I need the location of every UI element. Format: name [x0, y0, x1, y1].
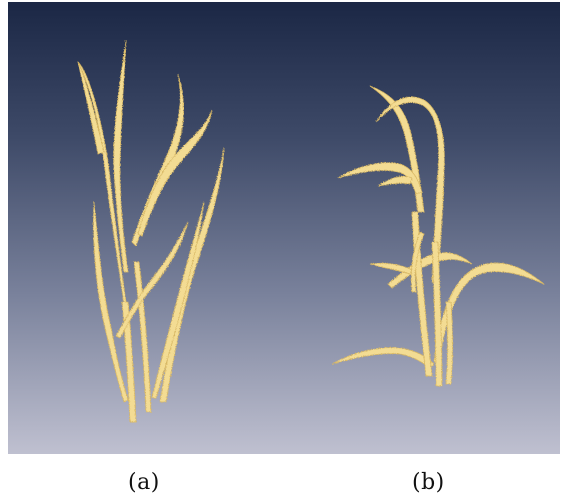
plant-b-leaf [369, 262, 413, 275]
plant-a-leaf [113, 39, 129, 273]
plant-renders [77, 39, 545, 423]
caption-b: (b) [412, 470, 445, 495]
caption-a: (a) [128, 470, 160, 495]
plant-a-leaf [137, 109, 213, 237]
plant-a-leaf [115, 221, 189, 339]
plant-b-leaf [369, 85, 425, 213]
plant-b-leaf [387, 252, 473, 289]
plant-a-leaf [131, 73, 184, 247]
plant-b-leaf [377, 176, 413, 187]
plant-a [77, 39, 225, 423]
plant-b-leaf [337, 162, 423, 195]
plant-b-stem [410, 231, 425, 293]
3d-render-panel [8, 2, 560, 454]
plant-b-leaf [433, 262, 545, 363]
plant-a-leaf [151, 201, 205, 399]
plant-a-leaf [77, 61, 105, 155]
plant-b-stem [445, 301, 453, 385]
plant-a-leaf [159, 147, 225, 403]
plant-b [331, 85, 545, 387]
plant-a-leaf [93, 201, 129, 403]
plant-b-stem [431, 241, 443, 387]
plant-b-leaf [331, 347, 435, 369]
plant-a-stem [121, 301, 137, 423]
